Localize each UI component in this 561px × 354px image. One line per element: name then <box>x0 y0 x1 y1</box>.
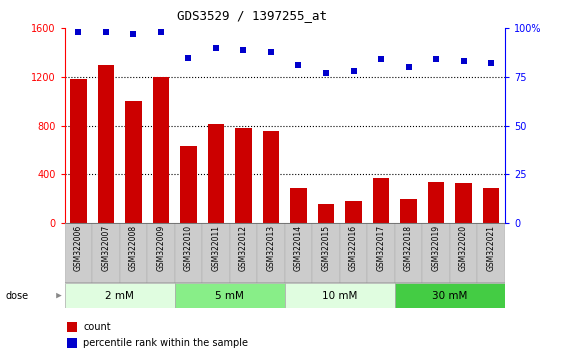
Text: GSM322013: GSM322013 <box>266 225 275 271</box>
Bar <box>401 199 417 223</box>
Bar <box>208 125 224 223</box>
Bar <box>373 178 389 223</box>
Text: GSM322009: GSM322009 <box>157 225 165 271</box>
Text: GSM322018: GSM322018 <box>404 225 413 271</box>
Text: GSM322021: GSM322021 <box>486 225 495 271</box>
Text: 30 mM: 30 mM <box>432 291 467 301</box>
Bar <box>477 223 505 283</box>
Text: GSM322011: GSM322011 <box>211 225 220 271</box>
Text: GSM322007: GSM322007 <box>102 225 111 271</box>
Bar <box>202 223 229 283</box>
Point <box>129 31 138 37</box>
Bar <box>65 223 92 283</box>
Text: GSM322019: GSM322019 <box>431 225 440 271</box>
Bar <box>98 65 114 223</box>
Point <box>404 64 413 70</box>
Bar <box>290 188 307 223</box>
Text: GSM322017: GSM322017 <box>376 225 385 271</box>
Bar <box>428 182 444 223</box>
Point <box>102 29 111 35</box>
Bar <box>65 283 174 308</box>
Bar <box>153 77 169 223</box>
Bar <box>235 128 252 223</box>
Text: GSM322008: GSM322008 <box>129 225 138 271</box>
Bar <box>422 223 450 283</box>
Bar <box>70 79 86 223</box>
Bar <box>257 223 285 283</box>
Text: percentile rank within the sample: percentile rank within the sample <box>83 338 248 348</box>
Point <box>74 29 83 35</box>
Point <box>294 62 303 68</box>
Bar <box>367 223 395 283</box>
Text: GDS3529 / 1397255_at: GDS3529 / 1397255_at <box>177 9 328 22</box>
Point <box>376 57 385 62</box>
Point <box>239 47 248 52</box>
Text: GSM322014: GSM322014 <box>294 225 303 271</box>
Point <box>211 45 220 51</box>
Point <box>486 61 495 66</box>
Text: GSM322020: GSM322020 <box>459 225 468 271</box>
Bar <box>395 223 422 283</box>
Bar <box>67 322 77 332</box>
Bar <box>285 223 312 283</box>
Text: GSM322006: GSM322006 <box>74 225 83 271</box>
Bar <box>174 283 285 308</box>
Bar <box>119 223 147 283</box>
Point <box>349 68 358 74</box>
Bar <box>345 200 362 223</box>
Bar <box>483 188 499 223</box>
Point <box>321 70 330 76</box>
Bar <box>340 223 367 283</box>
Text: count: count <box>83 322 111 332</box>
Bar <box>312 223 340 283</box>
Point <box>184 55 193 60</box>
Point <box>266 49 275 55</box>
Text: GSM322015: GSM322015 <box>321 225 330 271</box>
Text: GSM322010: GSM322010 <box>184 225 193 271</box>
Bar <box>180 146 196 223</box>
Bar <box>92 223 119 283</box>
Bar <box>263 131 279 223</box>
Point <box>431 57 440 62</box>
Text: 10 mM: 10 mM <box>322 291 357 301</box>
Bar <box>67 338 77 348</box>
Bar <box>285 283 395 308</box>
Bar <box>147 223 174 283</box>
Text: GSM322016: GSM322016 <box>349 225 358 271</box>
Bar <box>456 183 472 223</box>
Text: GSM322012: GSM322012 <box>239 225 248 271</box>
Bar <box>174 223 202 283</box>
Text: 5 mM: 5 mM <box>215 291 244 301</box>
Bar <box>450 223 477 283</box>
Bar <box>395 283 505 308</box>
Text: 2 mM: 2 mM <box>105 291 134 301</box>
Bar <box>229 223 257 283</box>
Text: dose: dose <box>6 291 29 301</box>
Bar <box>125 101 141 223</box>
Bar <box>318 204 334 223</box>
Point <box>157 29 165 35</box>
Point <box>459 58 468 64</box>
